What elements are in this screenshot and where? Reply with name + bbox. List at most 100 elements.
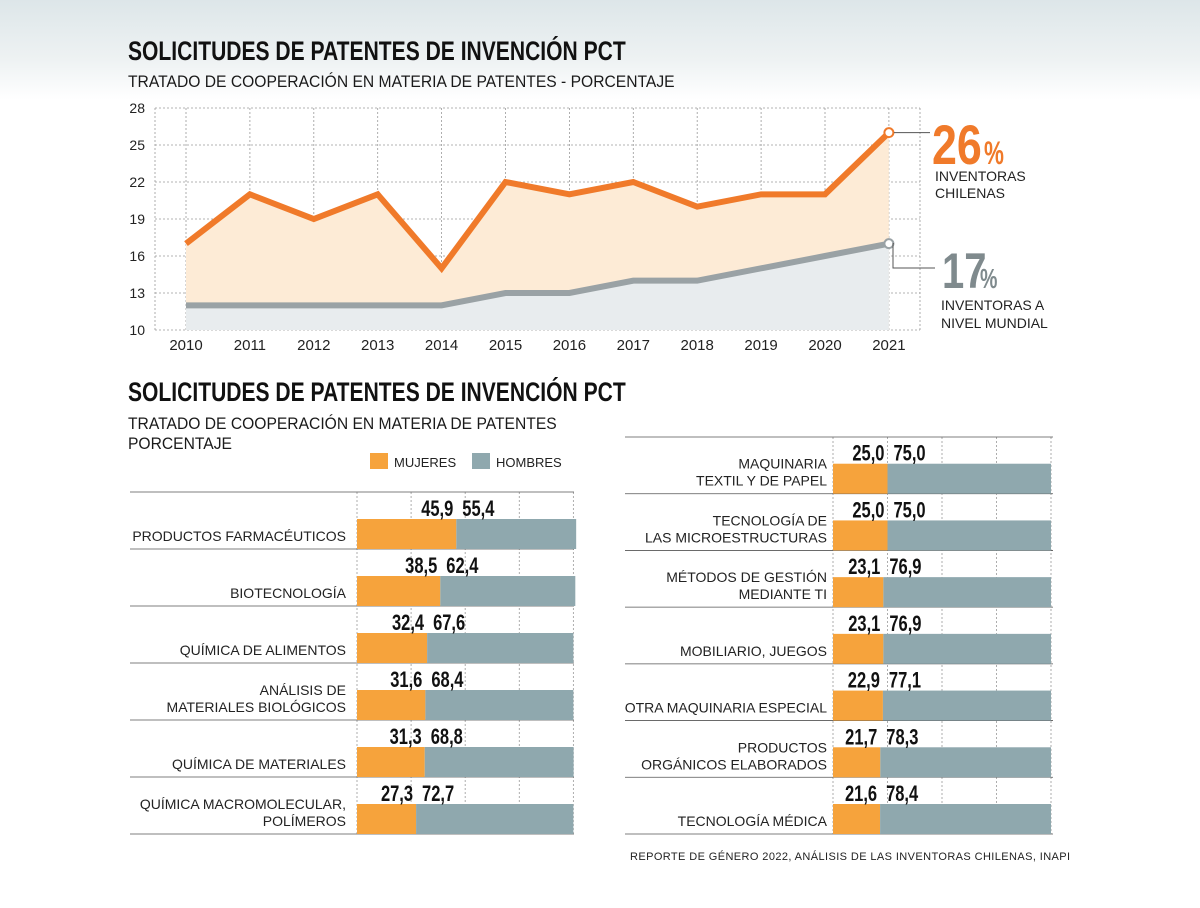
callout-connector-world [892,243,935,269]
callout-chile-value: 26 [932,113,982,176]
y-tick-label: 22 [129,174,145,190]
value-label-mujeres: 45,9 [421,497,453,522]
value-label-mujeres: 21,7 [845,725,877,750]
x-tick-label: 2013 [361,337,394,354]
value-label-hombres: 77,1 [889,668,921,693]
bar-mujeres [833,804,881,834]
bar-hombres [882,690,1051,721]
bar-mujeres [833,463,888,494]
category-label: TEXTIL Y DE PAPEL [696,473,827,489]
x-tick-label: 2019 [744,337,777,354]
category-label: TECNOLOGÍA MÉDICA [678,813,828,829]
series-line-1 [186,240,890,309]
x-tick-label: 2012 [297,337,330,354]
category-label: MAQUINARIA [738,456,827,472]
value-label-mujeres: 25,0 [852,498,884,523]
value-label-hombres: 75,0 [894,441,926,466]
line-chart-title: SOLICITUDES DE PATENTES DE INVENCIÓN PCT [128,36,626,66]
value-label-mujeres: 21,6 [845,782,877,807]
bar-chart-subtitle-line1: TRATADO DE COOPERACIÓN EN MATERIA DE PAT… [128,414,557,433]
y-tick-label: 13 [129,285,145,301]
series-end-marker-0 [883,127,895,139]
value-label-hombres: 62,4 [446,554,478,579]
source-note: REPORTE DE GÉNERO 2022, ANÁLISIS DE LAS … [630,851,1071,863]
callout-world-unit: % [980,264,997,295]
bar-hombres [440,576,576,606]
y-tick-label: 19 [129,211,145,227]
bar-mujeres [833,690,883,721]
value-label-hombres: 72,7 [422,782,454,807]
callout-world: 17% INVENTORAS A NIVEL MUNDIAL [941,243,1048,331]
bar-mujeres [357,519,457,549]
category-label: PRODUCTOS [738,739,827,755]
category-label: QUÍMICA MACROMOLECULAR, [140,796,346,812]
bar-panel-0: 45,9 55,4 PRODUCTOS FARMACÉUTICOS 38,5 62,4 B… [130,491,577,835]
value-label-mujeres: 25,0 [852,441,884,466]
value-label-mujeres: 31,3 [390,725,422,750]
x-tick-label: 2010 [169,337,202,354]
category-label: PRODUCTOS FARMACÉUTICOS [132,528,346,544]
value-label-hombres: 68,8 [431,725,463,750]
bar-hombres [456,519,577,549]
bar-mujeres [357,576,441,606]
legend-label-hombres: HOMBRES [496,455,562,470]
bar-hombres [887,463,1051,494]
callout-world-line2: NIVEL MUNDIAL [941,315,1048,331]
x-tick-label: 2011 [234,337,266,354]
category-label: MÉTODOS DE GESTIÓN [666,569,827,585]
bar-hombres [424,747,574,777]
category-label: QUÍMICA DE MATERIALES [172,756,346,772]
callout-chile-line2: CHILENAS [935,185,1005,201]
bar-mujeres [357,690,426,720]
bar-hombres [416,804,574,834]
category-label: QUÍMICA DE ALIMENTOS [180,642,346,658]
y-tick-label: 25 [129,137,145,153]
y-tick-label: 10 [129,322,145,338]
value-label-hombres: 78,4 [886,782,918,807]
category-label: MEDIANTE TI [739,586,827,602]
value-label-hombres: 78,3 [886,725,918,750]
bar-chart-subtitle-line2: PORCENTAJE [128,434,233,453]
bar-hombres [880,804,1051,834]
bar-hombres [425,690,574,720]
category-label: ANÁLISIS DE [260,682,346,698]
bar-hombres [427,633,574,663]
callout-chile-line1: INVENTORAS [935,168,1026,184]
bar-mujeres [357,633,428,663]
x-tick-label: 2018 [681,337,714,354]
value-label-mujeres: 22,9 [848,668,880,693]
bar-hombres [883,577,1051,608]
value-label-hombres: 68,4 [431,668,463,693]
y-tick-label: 16 [129,248,145,264]
bar-mujeres [833,520,888,551]
bar-hombres [883,633,1051,664]
series-area-1 [186,243,889,330]
category-label: OTRA MAQUINARIA ESPECIAL [625,700,827,716]
bar-mujeres [833,577,884,608]
y-tick-label: 28 [129,100,145,116]
x-tick-label: 2015 [489,337,522,354]
value-label-mujeres: 31,6 [390,668,422,693]
category-label: ORGÁNICOS ELABORADOS [641,756,827,772]
value-label-hombres: 76,9 [889,612,921,637]
line-chart: 10 13 16 19 22 25 28 2010 2011 2012 2013 2014 2015 20… [129,100,1048,354]
callout-world-line1: INVENTORAS A [941,297,1045,313]
value-label-mujeres: 23,1 [848,555,880,580]
value-label-mujeres: 32,4 [392,611,424,636]
legend-swatch-mujeres [370,453,388,469]
value-label-hombres: 75,0 [894,498,926,523]
bar-chart-title: SOLICITUDES DE PATENTES DE INVENCIÓN PCT [128,377,626,407]
bar-hombres [887,520,1051,551]
value-label-hombres: 67,6 [433,611,465,636]
bar-mujeres [833,747,881,778]
value-label-mujeres: 27,3 [381,782,413,807]
legend: MUJERES HOMBRES [370,453,562,470]
legend-label-mujeres: MUJERES [394,455,456,470]
callout-chile-unit: % [984,135,1004,171]
x-tick-label: 2017 [617,337,650,354]
header-band [0,0,1200,100]
category-label: MATERIALES BIOLÓGICOS [167,699,346,715]
